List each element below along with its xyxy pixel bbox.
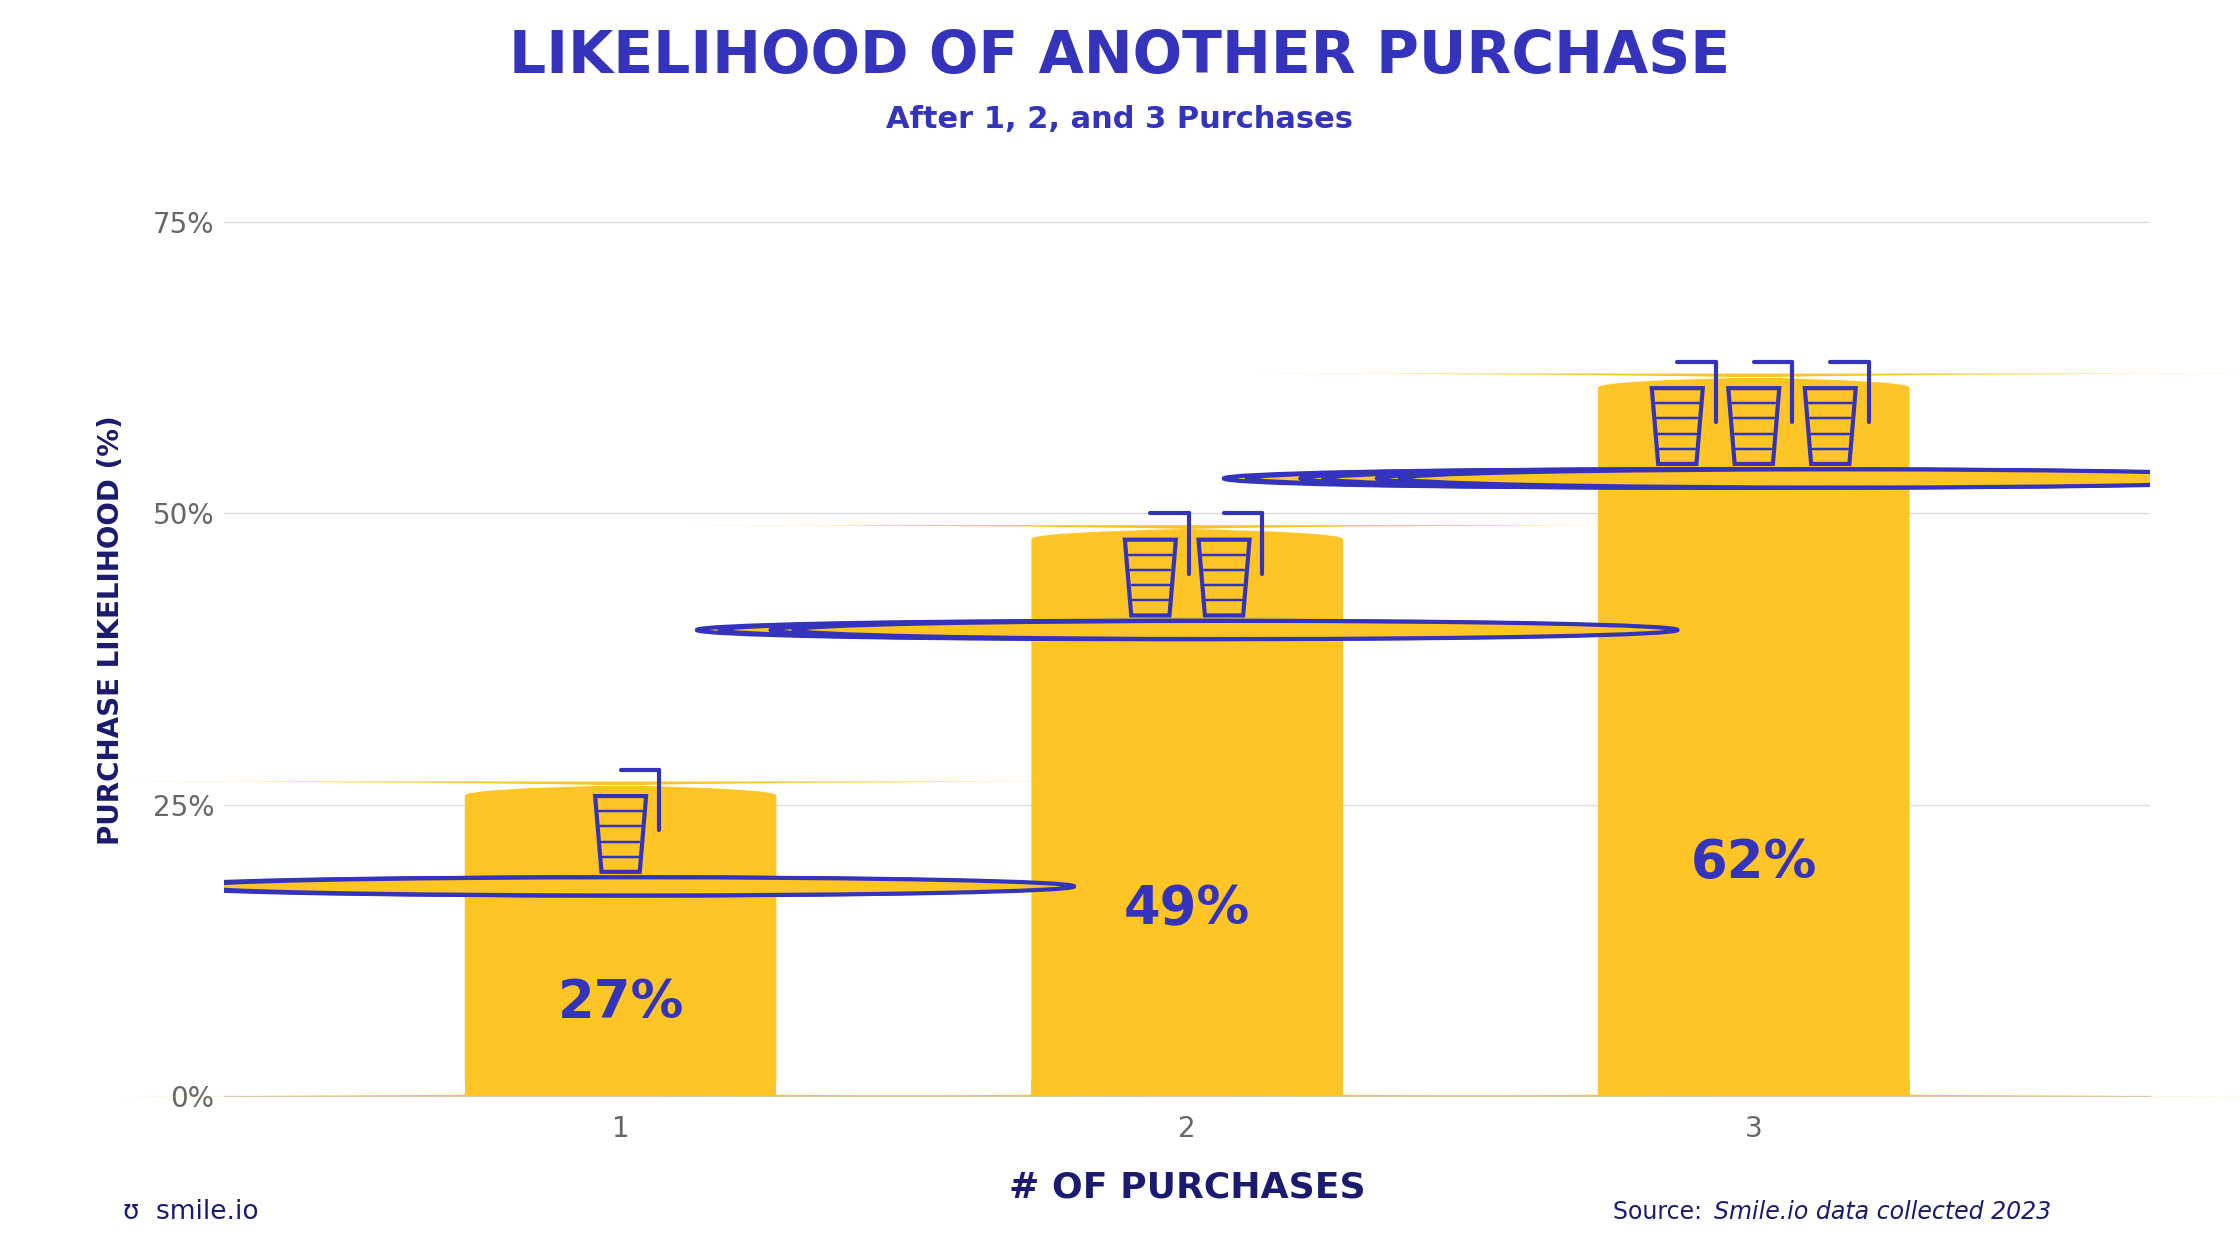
Text: ʊ  smile.io: ʊ smile.io [123, 1200, 260, 1225]
Circle shape [719, 621, 1604, 639]
Circle shape [771, 621, 1655, 639]
Circle shape [1378, 470, 2240, 488]
Bar [1597, 1081, 1908, 1096]
Text: Source:: Source: [1613, 1200, 1709, 1225]
Circle shape [1400, 470, 2240, 488]
Circle shape [697, 621, 1581, 639]
Circle shape [168, 877, 1051, 896]
Polygon shape [1729, 388, 1779, 464]
Circle shape [1301, 470, 2184, 488]
X-axis label: # OF PURCHASES: # OF PURCHASES [1008, 1171, 1366, 1205]
Bar [1030, 1081, 1344, 1096]
Text: After 1, 2, and 3 Purchases: After 1, 2, and 3 Purchases [887, 105, 1353, 135]
Polygon shape [1805, 388, 1855, 464]
Text: LIKELIHOOD OF ANOTHER PURCHASE: LIKELIHOOD OF ANOTHER PURCHASE [508, 28, 1732, 86]
FancyBboxPatch shape [1230, 373, 2240, 1096]
Circle shape [1223, 470, 2108, 488]
Circle shape [793, 621, 1678, 639]
Text: 49%: 49% [1124, 883, 1250, 936]
Polygon shape [1124, 539, 1176, 615]
FancyBboxPatch shape [96, 781, 1145, 1096]
Text: 27%: 27% [558, 976, 683, 1029]
Y-axis label: PURCHASE LIKELIHOOD (%): PURCHASE LIKELIHOOD (%) [96, 415, 125, 845]
Text: Smile.io data collected 2023: Smile.io data collected 2023 [1714, 1200, 2052, 1225]
FancyBboxPatch shape [663, 525, 1711, 1096]
Polygon shape [596, 796, 645, 872]
Circle shape [190, 877, 1073, 896]
Circle shape [1248, 470, 2130, 488]
Bar [464, 1081, 777, 1096]
Polygon shape [1198, 539, 1250, 615]
Polygon shape [1651, 388, 1702, 464]
Text: 62%: 62% [1691, 837, 1817, 890]
Circle shape [1324, 470, 2206, 488]
